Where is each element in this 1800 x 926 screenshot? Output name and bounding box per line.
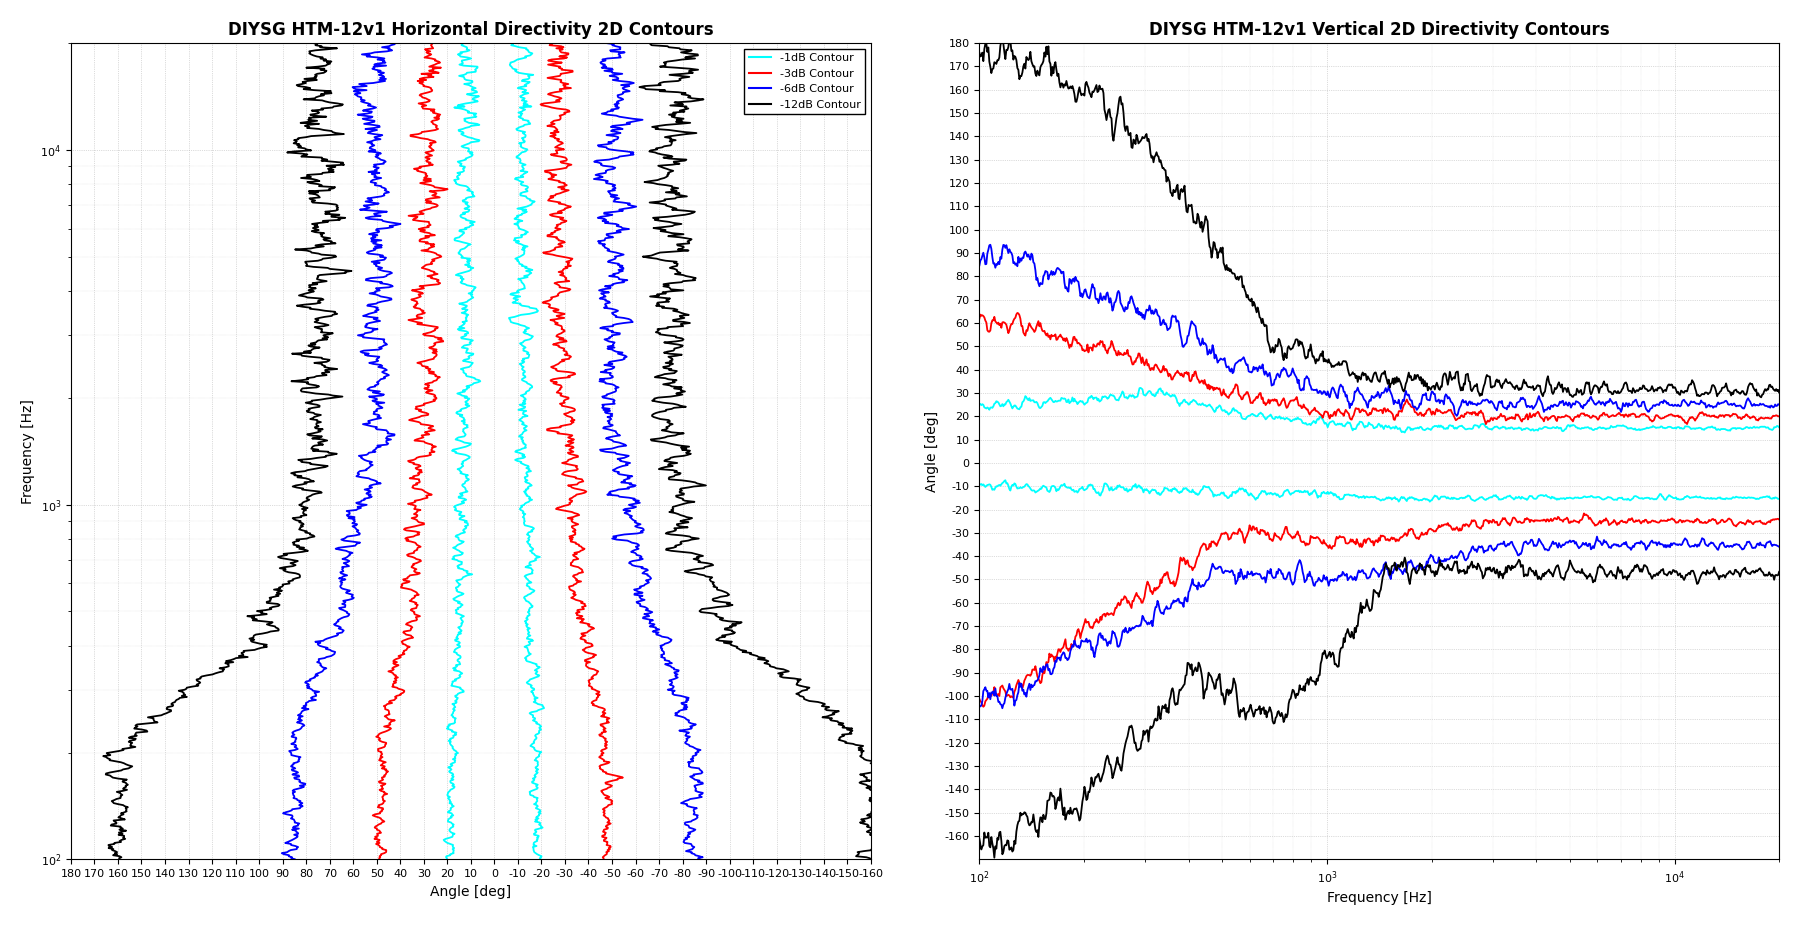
X-axis label: Frequency [Hz]: Frequency [Hz] (1327, 891, 1431, 906)
Legend: -1dB Contour, -3dB Contour, -6dB Contour, -12dB Contour: -1dB Contour, -3dB Contour, -6dB Contour… (745, 49, 866, 114)
Y-axis label: Angle [deg]: Angle [deg] (925, 410, 940, 492)
Y-axis label: Frequency [Hz]: Frequency [Hz] (22, 399, 34, 504)
X-axis label: Angle [deg]: Angle [deg] (430, 884, 511, 898)
Title: DIYSG HTM-12v1 Vertical 2D Directivity Contours: DIYSG HTM-12v1 Vertical 2D Directivity C… (1148, 20, 1609, 39)
Title: DIYSG HTM-12v1 Horizontal Directivity 2D Contours: DIYSG HTM-12v1 Horizontal Directivity 2D… (229, 20, 713, 39)
